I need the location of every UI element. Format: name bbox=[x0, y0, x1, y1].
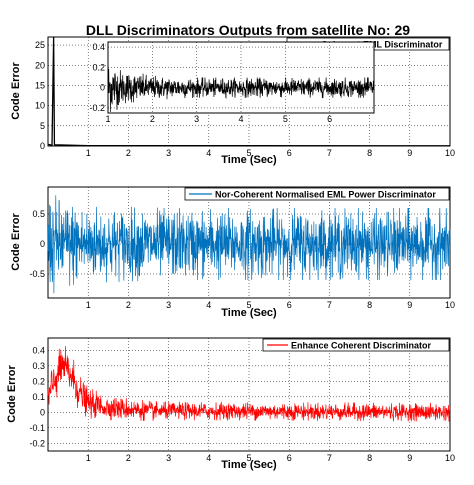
y-axis-label: Code Error bbox=[6, 365, 18, 423]
series-noncoherent-eml bbox=[47, 195, 451, 294]
x-tick-label: 9 bbox=[407, 148, 412, 158]
x-tick-label: 9 bbox=[407, 300, 412, 310]
x-axis-label: Time (Sec) bbox=[221, 154, 277, 166]
series-coherent-eml bbox=[47, 36, 451, 147]
x-tick-label: 6 bbox=[327, 114, 332, 124]
y-axis-label: Code Error bbox=[10, 213, 22, 271]
x-tick-label: 8 bbox=[367, 300, 372, 310]
inset-series bbox=[107, 69, 375, 113]
x-tick-label: 3 bbox=[166, 148, 171, 158]
x-tick-label: 2 bbox=[126, 453, 131, 463]
x-tick-label: 1 bbox=[86, 453, 91, 463]
x-tick-label: 2 bbox=[126, 148, 131, 158]
y-tick-label: -0.5 bbox=[29, 269, 45, 279]
y-tick-label: 0.2 bbox=[32, 376, 45, 386]
x-tick-label: 3 bbox=[166, 300, 171, 310]
y-tick-label: 25 bbox=[35, 40, 45, 50]
inset-x-tick-labels: 1 2 3 4 5 6 bbox=[105, 114, 332, 124]
x-tick-label: 5 bbox=[283, 114, 288, 124]
legend: Nor-Coherent Normalised EML Power Discri… bbox=[184, 187, 450, 201]
x-tick-label: 5 bbox=[246, 300, 251, 310]
series-enhance-coherent bbox=[47, 346, 451, 422]
y-tick-label: -0.1 bbox=[29, 423, 45, 433]
x-tick-label: 3 bbox=[194, 114, 199, 124]
y-tick-labels: -0.2 -0.1 0 0.1 0.2 0.3 0.4 bbox=[29, 345, 45, 448]
y-tick-label: 0 bbox=[40, 407, 45, 417]
series-line bbox=[47, 346, 451, 422]
x-tick-label: 1 bbox=[86, 300, 91, 310]
x-tick-label: 5 bbox=[246, 148, 251, 158]
x-tick-label: 4 bbox=[206, 300, 211, 310]
x-axis-label: Time (Sec) bbox=[221, 307, 277, 319]
x-tick-label: 2 bbox=[150, 114, 155, 124]
legend-label: Nor-Coherent Normalised EML Power Discri… bbox=[215, 190, 436, 200]
series-line bbox=[47, 36, 451, 147]
y-tick-label: 0.4 bbox=[32, 345, 45, 355]
y-tick-label: 0.5 bbox=[32, 209, 45, 219]
x-tick-labels: 1 2 3 4 5 6 7 8 9 10 bbox=[86, 148, 455, 158]
y-tick-label: 0.2 bbox=[92, 62, 105, 72]
y-tick-label: -0.2 bbox=[89, 103, 105, 113]
legend-label: Enhance Coherent Discriminator bbox=[291, 341, 432, 351]
x-tick-label: 6 bbox=[287, 453, 292, 463]
x-tick-label: 6 bbox=[287, 300, 292, 310]
x-tick-label: 4 bbox=[238, 114, 243, 124]
x-axis-label: Time (Sec) bbox=[221, 459, 277, 471]
y-tick-label: 15 bbox=[35, 80, 45, 90]
y-tick-label: 0 bbox=[100, 83, 105, 93]
x-tick-label: 10 bbox=[445, 453, 455, 463]
x-tick-label: 10 bbox=[445, 300, 455, 310]
y-tick-label: 0.3 bbox=[32, 361, 45, 371]
y-tick-label: 20 bbox=[35, 60, 45, 70]
y-tick-label: 0.1 bbox=[32, 392, 45, 402]
inset-y-tick-labels: -0.2 0 0.2 0.4 bbox=[89, 42, 105, 113]
inset-axes-box bbox=[107, 41, 375, 114]
legend-box bbox=[184, 187, 450, 201]
x-tick-label: 5 bbox=[246, 453, 251, 463]
x-tick-labels: 1 2 3 4 5 6 7 8 9 10 bbox=[86, 453, 455, 463]
x-tick-label: 2 bbox=[126, 300, 131, 310]
y-tick-label: 0 bbox=[40, 239, 45, 249]
x-tick-label: 4 bbox=[206, 453, 211, 463]
x-tick-label: 9 bbox=[407, 453, 412, 463]
x-tick-label: 7 bbox=[327, 453, 332, 463]
legend: Enhance Coherent Discriminator bbox=[262, 338, 450, 352]
x-tick-label: 7 bbox=[327, 148, 332, 158]
y-tick-label: 0.4 bbox=[92, 42, 105, 52]
y-tick-labels: 0 5 10 15 20 25 bbox=[35, 40, 45, 151]
y-tick-labels: -0.5 0 0.5 bbox=[29, 209, 45, 279]
y-tick-label: 0 bbox=[40, 141, 45, 151]
x-tick-label: 8 bbox=[367, 453, 372, 463]
x-tick-label: 1 bbox=[86, 148, 91, 158]
y-tick-label: -0.2 bbox=[29, 438, 45, 448]
legend-box bbox=[262, 338, 450, 352]
x-tick-label: 10 bbox=[445, 148, 455, 158]
y-tick-label: 5 bbox=[40, 121, 45, 131]
x-tick-labels: 1 2 3 4 5 6 7 8 9 10 bbox=[86, 300, 455, 310]
legend-label: Coherent EML Discriminator bbox=[321, 40, 443, 50]
x-tick-label: 1 bbox=[105, 114, 110, 124]
figure-title: DLL Discriminators Outputs from satellit… bbox=[86, 22, 410, 38]
y-axis-label: Code Error bbox=[10, 62, 22, 120]
x-tick-label: 3 bbox=[166, 453, 171, 463]
inset-zoom: 1 2 3 4 5 6 -0.2 0 0.2 0.4 bbox=[89, 41, 375, 124]
x-tick-label: 8 bbox=[367, 148, 372, 158]
y-tick-label: 10 bbox=[35, 101, 45, 111]
x-tick-label: 7 bbox=[327, 300, 332, 310]
x-tick-label: 4 bbox=[206, 148, 211, 158]
inset-series-line bbox=[107, 69, 375, 113]
x-tick-label: 6 bbox=[287, 148, 292, 158]
panel-enhance-coherent: 1 2 3 4 5 6 7 8 9 10 -0.2 -0.1 0 0.1 0.2 0.3 0.4 Time (… bbox=[6, 337, 455, 471]
series-line bbox=[47, 195, 451, 294]
panel-noncoherent-eml: 1 2 3 4 5 6 7 8 9 10 -0.5 0 0.5 Time (Sec) Code Err… bbox=[10, 186, 455, 319]
